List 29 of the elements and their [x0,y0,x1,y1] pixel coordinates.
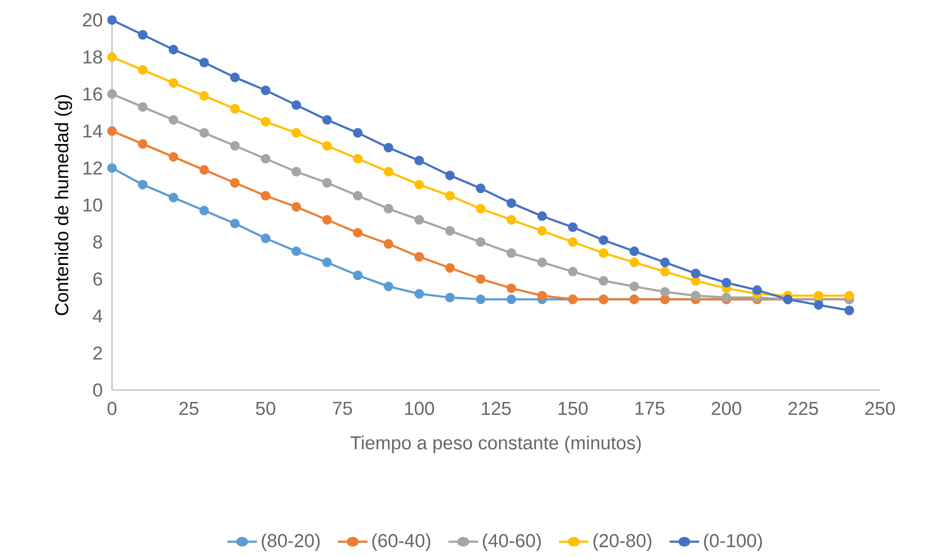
y-tick-label: 0 [93,383,102,397]
x-tick-label: 225 [788,402,818,416]
x-tick-label: 50 [256,402,276,416]
y-tick-label: 8 [93,235,102,249]
y-tick-label: 20 [83,13,102,27]
y-tick-label: 2 [93,346,102,360]
y-tick-label: 12 [84,161,102,175]
y-tick-label: 4 [92,310,102,322]
y-tick-label: 10 [84,198,102,212]
legend-label: (40-60) [482,534,541,551]
y-tick-label: 6 [93,272,102,286]
x-tick-label: 0 [108,402,116,416]
x-tick-label: 75 [332,402,352,415]
y-tick-label: 14 [84,124,102,138]
legend-label: (80-20) [262,534,320,551]
y-tick-label: 18 [84,50,102,64]
x-tick-label: 250 [865,402,895,416]
legend-label: (60-40) [372,534,430,551]
y-axis-title: Contenido de humedad (g) [54,95,72,316]
x-tick-label: 25 [179,402,198,416]
x-axis-title: Tiempo a peso constante (minutos) [350,436,641,454]
legend-label: (20-80) [593,534,652,551]
x-tick-label: 150 [558,402,588,416]
x-tick-label: 200 [712,402,742,416]
legend-label: (0-100) [704,534,762,551]
x-tick-label: 175 [635,402,664,415]
x-tick-label: 100 [405,402,434,416]
y-tick-label: 16 [84,87,102,101]
x-tick-label: 125 [482,402,511,416]
